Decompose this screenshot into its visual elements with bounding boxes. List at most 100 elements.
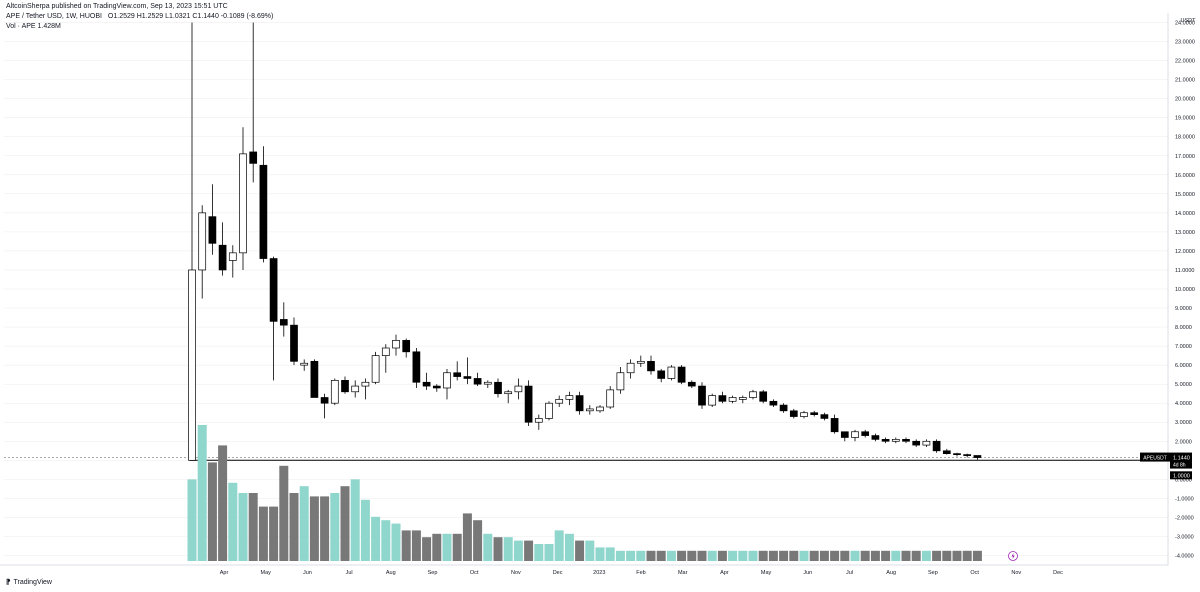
candle-body [381, 347, 390, 356]
volume-bar [697, 550, 707, 561]
volume-bar [830, 550, 840, 561]
price-tick-label: -3.0000 [1175, 534, 1194, 540]
volume-bar [677, 550, 687, 561]
time-tick-label: Jul [846, 570, 853, 576]
candle-body [300, 362, 309, 366]
price-tick-label: 17.0000 [1175, 154, 1195, 160]
volume-bar [258, 506, 268, 561]
candle-body [728, 397, 737, 402]
volume-bar [524, 540, 534, 561]
price-tick-label: -1.0000 [1175, 496, 1194, 502]
candle-body [881, 439, 890, 442]
volume-bar [473, 520, 483, 561]
price-tick-label: 13.0000 [1175, 230, 1195, 236]
candle-body [942, 450, 951, 454]
volume-bar [870, 550, 880, 561]
time-tick-label: Sep [428, 570, 438, 576]
candle-body [524, 385, 533, 423]
last-price-badge [1170, 452, 1192, 469]
footer: ⁋ TradingView [6, 578, 52, 587]
volume-bar [289, 493, 299, 561]
volume-bar [605, 547, 615, 561]
last-price-text: 1.1440 [1173, 456, 1190, 462]
candle-body [504, 391, 513, 395]
time-tick-label: Jun [303, 570, 312, 576]
price-tick-label: 14.0000 [1175, 211, 1195, 217]
volume-bar [452, 533, 462, 561]
candle-body [626, 362, 635, 374]
volume-bar [411, 530, 421, 561]
candle-body [208, 216, 217, 244]
volume-bar [248, 493, 258, 561]
symbol-badge [1140, 452, 1170, 462]
volume-bar [360, 499, 370, 561]
candle-body [902, 439, 910, 442]
volume-bar [564, 533, 574, 561]
candle-body [198, 212, 207, 271]
chart-header: AltcoinSherpa published on TradingView.c… [6, 2, 277, 32]
volume-bar [850, 550, 860, 561]
candle-body [534, 418, 543, 423]
candle-body [687, 381, 696, 387]
time-tick-label: Nov [1011, 570, 1021, 576]
volume-bar [809, 550, 819, 561]
candle-body [483, 381, 492, 385]
candle-body [616, 372, 625, 391]
candle-body [341, 380, 349, 393]
candle-body [647, 360, 655, 372]
candle-body [494, 381, 502, 395]
symbol-badge-text: APEUSDT [1143, 456, 1167, 462]
candle-body [932, 440, 941, 452]
price-tick-label: 0.0000 [1175, 477, 1192, 483]
candle-body [249, 151, 258, 164]
volume-bar [595, 547, 605, 561]
volume-bar [197, 425, 207, 561]
volume-bar [422, 537, 432, 561]
volume-bar [228, 482, 238, 561]
candle-body [769, 400, 778, 406]
time-axis[interactable]: Apr May Jun Jul Aug Sep Oct Nov Dec 2023 Feb Mar Apr… [0, 564, 1168, 576]
candle-body [779, 404, 788, 412]
candle-body [738, 397, 747, 400]
candle-body [402, 340, 411, 353]
candle-body [575, 395, 584, 412]
candle-body [330, 380, 339, 404]
candle-body [473, 378, 482, 385]
volume-bar [483, 533, 493, 561]
volume-bar [768, 550, 778, 561]
candle-body [636, 360, 645, 364]
candle-body [412, 351, 421, 383]
time-tick-label: Aug [386, 570, 396, 576]
volume-bar [391, 523, 401, 561]
footer-brand: TradingView [13, 578, 52, 586]
candle-body [351, 385, 360, 393]
candle-body [259, 164, 268, 259]
volume-bar [462, 513, 472, 561]
candle-body [667, 366, 676, 379]
volume-bar [350, 479, 360, 561]
candle-body [392, 340, 400, 349]
symbol-label[interactable]: APE / Tether USD, 1W, HUOBI [6, 13, 102, 20]
price-tick-label: 5.0000 [1175, 382, 1192, 388]
volume-bar [789, 550, 799, 561]
candle-body [545, 402, 553, 419]
candle-body [820, 414, 829, 419]
lightning-bolt [1011, 553, 1015, 559]
time-tick-label: Mar [678, 570, 688, 576]
volume-bar [544, 544, 554, 561]
candle-body [239, 153, 247, 254]
volume-bar [269, 506, 279, 561]
volume-bar [799, 550, 809, 561]
volume-bar [881, 550, 891, 561]
volume-bar [320, 496, 330, 561]
volume-bar [728, 550, 738, 561]
time-tick-label: Nov [511, 570, 521, 576]
volume-bar [330, 493, 340, 561]
candle-body [912, 440, 921, 446]
volume-bar [656, 550, 666, 561]
horizontal-line-1[interactable] [4, 457, 1168, 461]
volume-bar [575, 540, 585, 561]
